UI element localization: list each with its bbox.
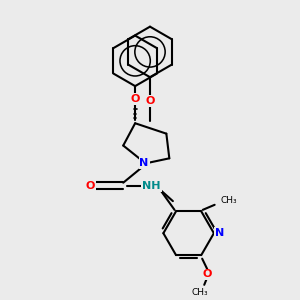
Text: NH: NH — [142, 181, 161, 191]
Text: CH₃: CH₃ — [191, 288, 208, 297]
Text: O: O — [202, 269, 212, 279]
Text: O: O — [130, 94, 140, 104]
Text: N: N — [214, 228, 224, 238]
Text: N: N — [140, 158, 149, 168]
Text: O: O — [86, 181, 95, 191]
Text: O: O — [145, 96, 155, 106]
Text: CH₃: CH₃ — [220, 196, 237, 206]
